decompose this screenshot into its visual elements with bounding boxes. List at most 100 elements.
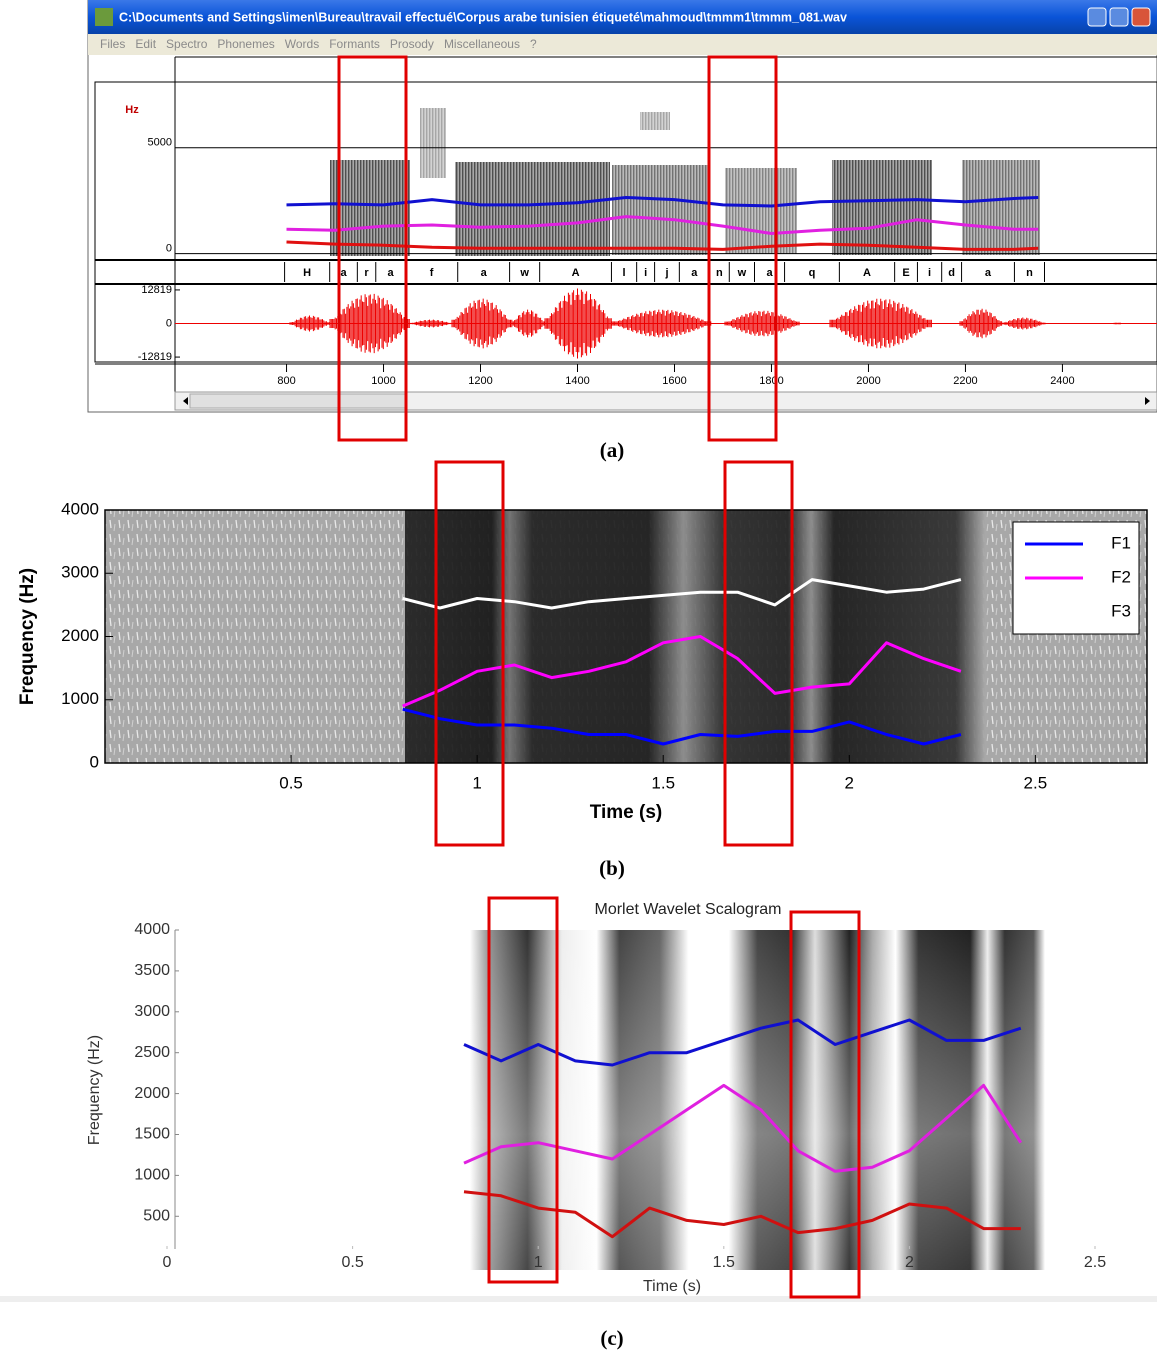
highlight-box (337, 55, 408, 442)
y-tick-label: 1500 (134, 1126, 170, 1143)
x-tick-label: 2200 (953, 375, 977, 387)
menu-item[interactable]: Spectro (166, 37, 208, 51)
legend-label: F2 (1111, 567, 1131, 586)
phoneme-label: A (572, 267, 580, 279)
y-tick-label: 1000 (134, 1167, 170, 1184)
highlight-box (789, 910, 861, 1299)
x-tick-label: 2 (905, 1254, 914, 1271)
window-title: C:\Documents and Settings\imen\Bureau\tr… (119, 10, 847, 24)
y-tick-label: 4000 (61, 499, 99, 518)
x-tick-label: 0.5 (279, 773, 303, 792)
x-tick-label: 1200 (468, 375, 492, 387)
x-tick-label: 2.5 (1024, 773, 1048, 792)
voiced-region (455, 162, 610, 256)
y-axis-label: Frequency (Hz) (17, 568, 38, 705)
phoneme-label: a (340, 267, 347, 279)
plot-frame (104, 509, 1148, 764)
highlight-box (723, 460, 794, 847)
scalogram-fade (470, 930, 1045, 1270)
menu-item[interactable]: Phonemes (217, 37, 274, 51)
y-tick-label: 12819 (141, 284, 172, 296)
plot-frame (94, 81, 1157, 363)
y-tick-label: 0 (166, 243, 172, 255)
x-tick-label: 1800 (759, 375, 783, 387)
y-tick-label: 3500 (134, 962, 170, 979)
phoneme-label: i (928, 267, 931, 279)
highlight-box (487, 896, 559, 1284)
phoneme-label: a (766, 267, 773, 279)
phoneme-label: a (481, 267, 488, 279)
phoneme-label: a (985, 267, 992, 279)
formant-line (402, 635, 962, 708)
menu-item[interactable]: Edit (135, 37, 156, 51)
x-tick-label: 1.5 (713, 1254, 735, 1271)
y-tick-label: 4000 (134, 921, 170, 938)
menu-item[interactable]: Words (285, 37, 319, 51)
menu-item[interactable]: ? (530, 37, 537, 51)
menu-item[interactable]: Prosody (390, 37, 434, 51)
x-tick-label: 0.5 (341, 1254, 363, 1271)
x-tick-label: 0 (163, 1254, 172, 1271)
phoneme-label: d (948, 267, 955, 279)
phoneme-label: w (737, 267, 747, 279)
y-tick-label: 2000 (134, 1085, 170, 1102)
highlight-box (707, 55, 778, 442)
caption: (a) (600, 438, 625, 462)
phoneme-label: q (809, 267, 816, 279)
voiced-region (962, 160, 1040, 255)
formant-line (402, 578, 962, 610)
phoneme-label: a (387, 267, 394, 279)
x-tick-label: 1 (472, 773, 481, 792)
menu: Files Edit Spectro Phonemes Words Formants Pro… (100, 37, 537, 51)
y-tick-label: 2500 (134, 1044, 170, 1061)
formant-line (286, 196, 1039, 208)
scroll-thumb[interactable] (189, 393, 406, 409)
menu-bar (88, 34, 1157, 55)
fricative (640, 112, 670, 130)
x-tick-label: 2 (845, 773, 854, 792)
x-tick-label: 800 (277, 375, 295, 387)
chart-title: Morlet Wavelet Scalogram (594, 901, 781, 918)
y-tick-label: 3000 (61, 563, 99, 582)
highlight-box (434, 460, 505, 847)
phoneme-label: H (303, 267, 311, 279)
scrollbar[interactable] (174, 391, 1157, 411)
y-tick-label: 2000 (61, 626, 99, 645)
close-button[interactable] (1131, 7, 1151, 27)
legend-label: F1 (1111, 533, 1131, 552)
menu-item[interactable]: Miscellaneous (444, 37, 520, 51)
x-tick-label: 2400 (1050, 375, 1074, 387)
voiced-region (330, 160, 410, 256)
separator (0, 1296, 1157, 1302)
caption: (c) (600, 1326, 623, 1350)
caption: (b) (599, 856, 625, 880)
phoneme-label: j (664, 267, 668, 279)
x-tick-label: 1000 (371, 375, 395, 387)
x-axis-label: Time (s) (643, 1278, 701, 1295)
phoneme-label: E (902, 267, 909, 279)
phoneme-label: a (691, 267, 698, 279)
phoneme-label: r (364, 267, 369, 279)
phoneme-label: n (716, 267, 723, 279)
formant-line (286, 240, 1039, 251)
y-tick-label: 5000 (148, 137, 172, 149)
menu-item[interactable]: Formants (329, 37, 380, 51)
y-tick-label: 0 (90, 752, 99, 771)
phoneme-label: l (623, 267, 626, 279)
maximize-button[interactable] (1109, 7, 1129, 27)
phoneme-label: f (430, 267, 434, 279)
formant-line (402, 707, 962, 746)
y-tick-label: -12819 (138, 351, 172, 363)
minimize-button[interactable] (1087, 7, 1107, 27)
legend-label: F3 (1111, 601, 1131, 620)
app-icon (95, 8, 113, 26)
fricative (420, 108, 446, 178)
y-tick-label: 500 (143, 1208, 170, 1225)
x-tick-label: 1 (534, 1254, 543, 1271)
voiced-region (725, 168, 797, 254)
x-tick-label: 1600 (662, 375, 686, 387)
menu-item[interactable]: Files (100, 37, 125, 51)
y-tick-label: 1000 (61, 689, 99, 708)
x-tick-label: 1.5 (651, 773, 675, 792)
